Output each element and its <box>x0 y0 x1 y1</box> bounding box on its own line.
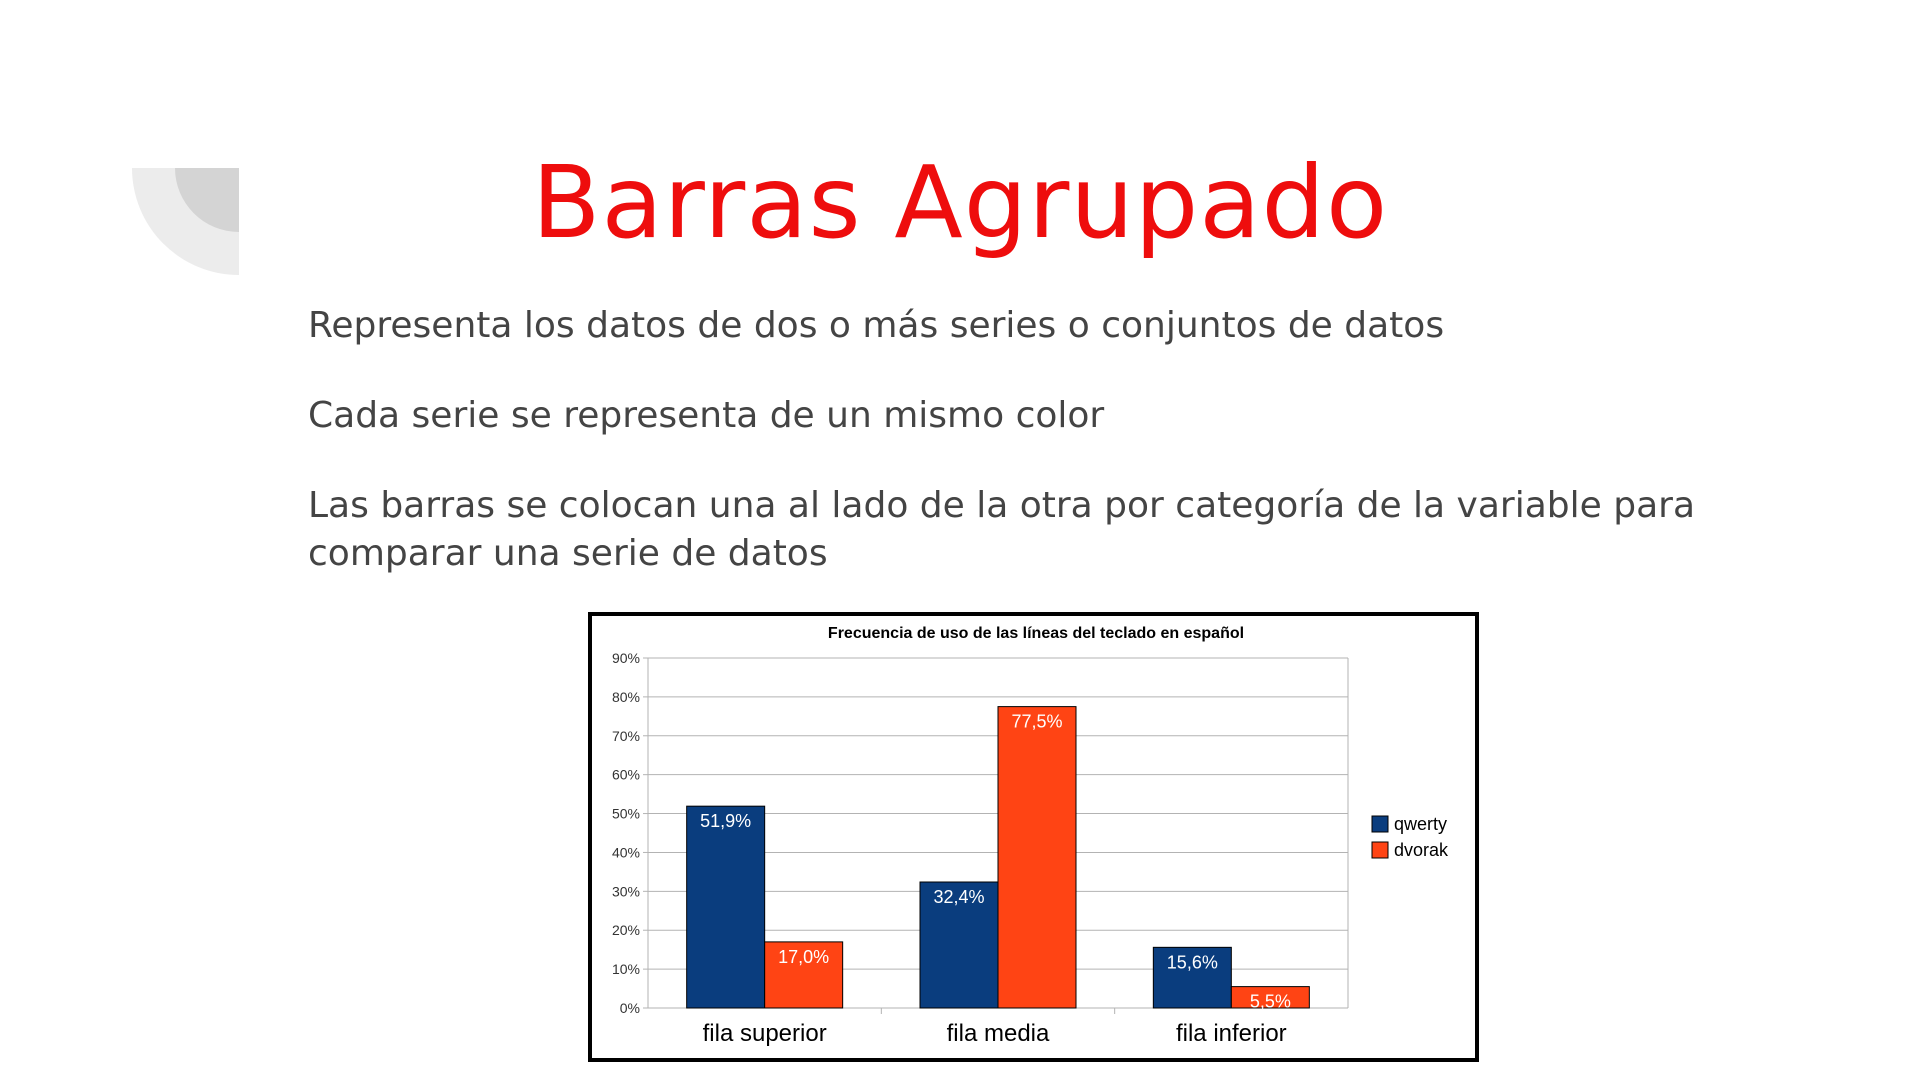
x-category-label: fila superior <box>703 1020 827 1047</box>
bar-chart: Frecuencia de uso de las líneas del tecl… <box>612 625 1449 1047</box>
bar-qwerty <box>686 805 766 1009</box>
y-tick-label: 70% <box>612 728 640 744</box>
data-label: 32,4% <box>933 887 984 907</box>
bar-dvorak <box>997 706 1077 1009</box>
bar-qwerty <box>919 881 999 1009</box>
decorative-quarter-circle-icon <box>132 168 239 275</box>
bar-dvorak <box>764 941 844 1009</box>
bar-dvorak <box>1230 986 1310 1009</box>
legend-label: qwerty <box>1394 814 1447 834</box>
x-category-label: fila inferior <box>1176 1020 1287 1047</box>
data-label: 51,9% <box>700 811 751 831</box>
bullet-item: Cada serie se representa de un mismo col… <box>308 395 1105 436</box>
legend-swatch-qwerty <box>1371 815 1389 833</box>
chart-bars <box>686 706 1310 1009</box>
bullet-item: Representa los datos de dos o más series… <box>308 305 1445 346</box>
chart-legend: qwerty dvorak <box>1371 814 1449 860</box>
legend-label: dvorak <box>1394 840 1449 860</box>
data-label: 5,5% <box>1250 992 1291 1012</box>
data-label: 17,0% <box>778 947 829 967</box>
bar-qwerty <box>1152 946 1232 1009</box>
slide-title: Barras Agrupado <box>531 144 1389 261</box>
data-label: 15,6% <box>1167 952 1218 972</box>
chart-frame: Frecuencia de uso de las líneas del tecl… <box>588 612 1479 1062</box>
data-label: 77,5% <box>1011 712 1062 732</box>
y-tick-label: 60% <box>612 767 640 783</box>
y-tick-label: 20% <box>612 922 640 938</box>
y-tick-label: 50% <box>612 806 640 822</box>
legend-swatch-dvorak <box>1371 841 1389 859</box>
chart-title: Frecuencia de uso de las líneas del tecl… <box>828 625 1244 642</box>
y-tick-label: 80% <box>612 689 640 705</box>
chart-axes: 0% 10% 20% 30% 40% 50% 60% 70% 80% 90% fila superi… <box>612 650 1349 1047</box>
y-tick-label: 10% <box>612 961 640 977</box>
y-tick-label: 30% <box>612 883 640 899</box>
y-tick-label: 40% <box>612 844 640 860</box>
y-tick-label: 90% <box>612 650 640 666</box>
y-tick-label: 0% <box>620 1000 640 1016</box>
x-category-label: fila media <box>947 1020 1050 1047</box>
bullet-list: Representa los datos de dos o más series… <box>308 302 1788 620</box>
chart-data-labels: 51,9% 17,0% 32,4% 77,5% 15,6% 5,5% <box>700 712 1291 1012</box>
bullet-item: Las barras se colocan una al lado de la … <box>308 485 1696 574</box>
